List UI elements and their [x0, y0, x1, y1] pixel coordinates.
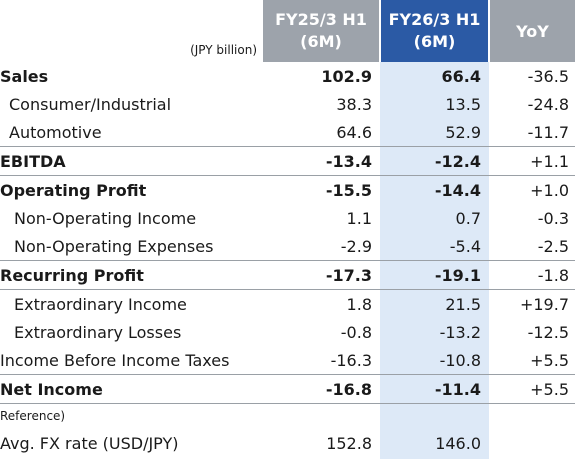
- row-fx-rate: Avg. FX rate (USD/JPY) 152.8 146.0: [0, 428, 575, 458]
- current-value: -10.8: [380, 346, 489, 375]
- fx-prior-value: 152.8: [326, 433, 372, 453]
- current-value: -14.4: [380, 175, 489, 204]
- current-value: 13.5: [380, 90, 489, 118]
- yoy-value: +5.5: [489, 374, 575, 404]
- row-automotive: Automotive 64.6 52.9 -11.7: [0, 118, 575, 147]
- prior-value: 102.9: [321, 66, 372, 86]
- reference-note: Reference): [0, 409, 66, 423]
- current-value: -19.1: [380, 260, 489, 290]
- row-income-before-taxes: Income Before Income Taxes -16.3 -10.8 +…: [0, 346, 575, 375]
- row-non-operating-income: Non-Operating Income 1.1 0.7 -0.3: [0, 204, 575, 232]
- row-label: Automotive: [0, 118, 262, 147]
- row-label: Recurring Profit: [0, 260, 262, 290]
- current-value: -11.4: [380, 374, 489, 404]
- yoy-value: +19.7: [489, 289, 575, 318]
- yoy-value: -1.8: [489, 260, 575, 290]
- row-label: EBITDA: [0, 146, 262, 176]
- prior-period-header-line2: (6M): [300, 32, 342, 51]
- current-value: -5.4: [380, 232, 489, 261]
- row-label: Non-Operating Expenses: [14, 236, 214, 256]
- prior-value: 1.1: [346, 208, 372, 228]
- row-label: Income Before Income Taxes: [0, 346, 262, 375]
- prior-value: -13.4: [262, 146, 380, 176]
- yoy-value: -0.3: [537, 208, 569, 228]
- yoy-value: -11.7: [489, 118, 575, 147]
- yoy-value: -36.5: [527, 66, 569, 86]
- prior-value: 64.6: [262, 118, 380, 147]
- row-consumer-industrial: Consumer/Industrial 38.3 13.5 -24.8: [0, 90, 575, 118]
- yoy-value: +1.0: [530, 180, 569, 200]
- row-label: Non-Operating Income: [14, 208, 197, 228]
- yoy-value: -12.5: [527, 322, 569, 342]
- yoy-value: +5.5: [489, 346, 575, 375]
- row-label: Net Income: [0, 374, 262, 404]
- prior-period-header-line1: FY25/3 H1: [275, 10, 367, 29]
- prior-period-header: FY25/3 H1 (6M): [261, 0, 380, 62]
- row-extraordinary-income: Extraordinary Income 1.8 21.5 +19.7: [0, 289, 575, 318]
- row-label: Consumer/Industrial: [9, 94, 172, 114]
- yoy-value: +1.1: [489, 146, 575, 176]
- current-period-header-line2: (6M): [413, 32, 456, 51]
- prior-value: 1.8: [262, 289, 380, 318]
- row-extraordinary-losses: Extraordinary Losses -0.8 -13.2 -12.5: [0, 318, 575, 346]
- fx-current-value: 146.0: [380, 428, 489, 458]
- current-period-header: FY26/3 H1 (6M): [379, 0, 489, 62]
- row-operating-profit: Operating Profit -15.5 -14.4 +1.0: [0, 175, 575, 204]
- row-label: Extraordinary Losses: [14, 322, 182, 342]
- current-value: -13.2: [380, 318, 489, 346]
- current-value: 0.7: [380, 204, 489, 232]
- prior-value: -16.3: [262, 346, 380, 375]
- row-ebitda: EBITDA -13.4 -12.4 +1.1: [0, 146, 575, 176]
- yoy-header: YoY: [488, 0, 575, 62]
- row-sales: Sales 102.9 66.4 -36.5: [0, 62, 575, 90]
- prior-value: -17.3: [262, 260, 380, 290]
- prior-value: 38.3: [336, 94, 372, 114]
- current-period-header-line1: FY26/3 H1: [388, 10, 481, 29]
- current-value: -12.4: [380, 146, 489, 176]
- current-value: 52.9: [380, 118, 489, 147]
- current-value: 66.4: [380, 62, 489, 90]
- prior-value: -16.8: [262, 374, 380, 404]
- row-label: Sales: [0, 66, 49, 86]
- row-label: Extraordinary Income: [0, 289, 262, 318]
- prior-value: -2.9: [340, 236, 372, 256]
- row-recurring-profit: Recurring Profit -17.3 -19.1 -1.8: [0, 260, 575, 290]
- yoy-value: -24.8: [527, 94, 569, 114]
- fx-rate-label: Avg. FX rate (USD/JPY): [0, 433, 179, 453]
- prior-value: -15.5: [325, 180, 372, 200]
- table-header-row: (JPY billion) FY25/3 H1 (6M) FY26/3 H1 (…: [0, 0, 575, 62]
- current-value: 21.5: [380, 289, 489, 318]
- row-net-income: Net Income -16.8 -11.4 +5.5: [0, 374, 575, 404]
- row-non-operating-expenses: Non-Operating Expenses -2.9 -5.4 -2.5: [0, 232, 575, 261]
- prior-value: -0.8: [340, 322, 372, 342]
- row-label: Operating Profit: [0, 180, 147, 200]
- unit-label: (JPY billion): [190, 43, 257, 57]
- reference-note-row: Reference): [0, 403, 575, 428]
- yoy-value: -2.5: [537, 236, 569, 256]
